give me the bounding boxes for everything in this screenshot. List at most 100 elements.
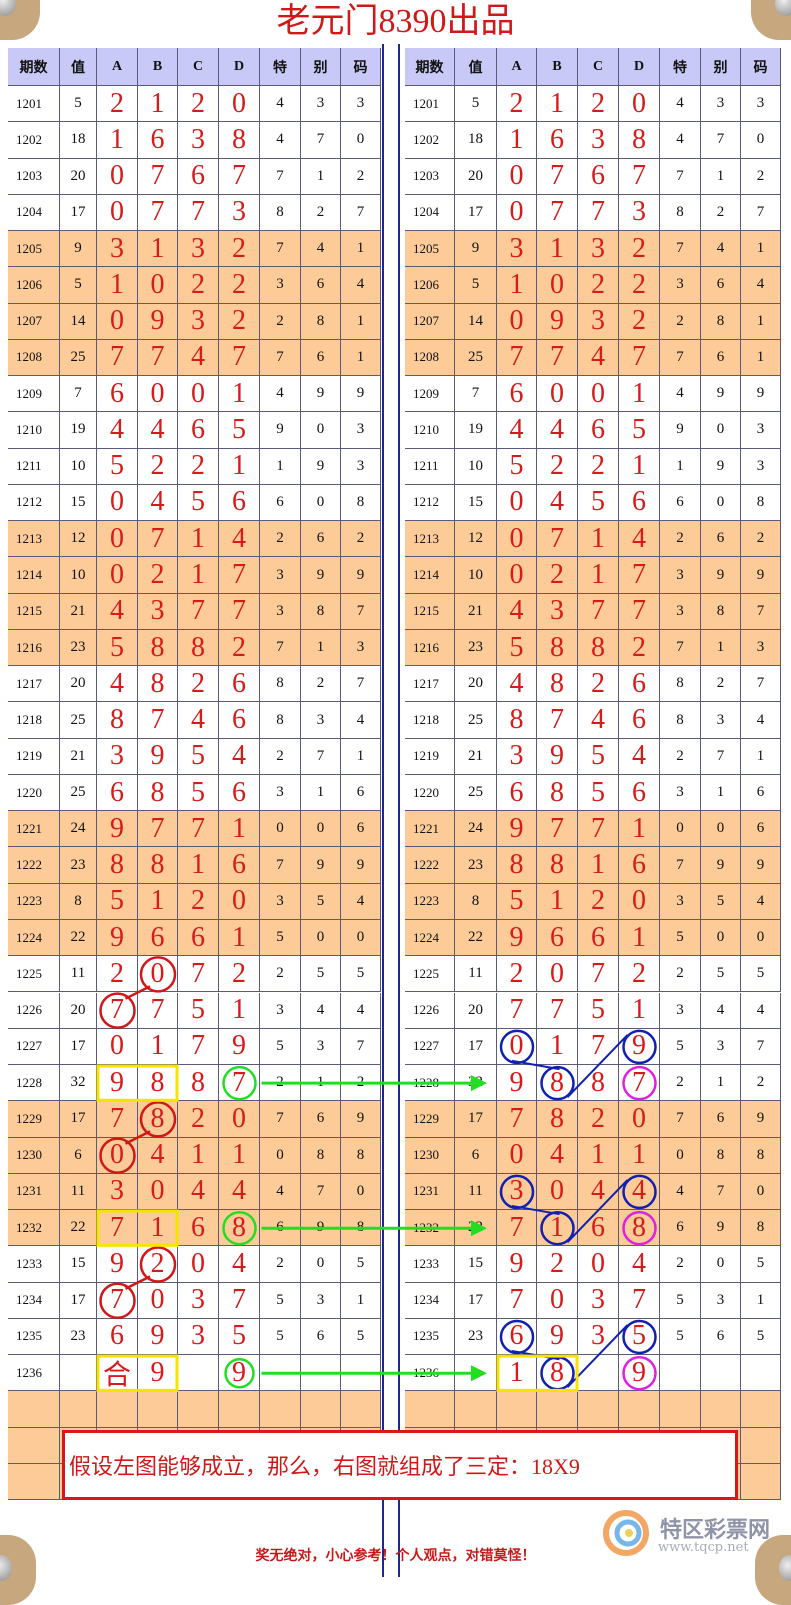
value-cell: 8 — [701, 1137, 741, 1174]
value-cell: 11 — [60, 1173, 97, 1211]
period-cell: 1217 — [8, 666, 60, 703]
value-cell: 12 — [60, 521, 97, 558]
value-cell: 7 — [660, 847, 701, 884]
value-cell: 1 — [219, 1137, 260, 1174]
value-cell: 6 — [178, 158, 219, 195]
value-cell: 3 — [341, 412, 381, 449]
value-cell: 2 — [660, 956, 701, 993]
value-cell: 1 — [97, 267, 138, 304]
value-cell: 9 — [497, 1065, 537, 1102]
period-cell: 1214 — [8, 557, 60, 594]
value-cell: 9 — [138, 1355, 178, 1392]
value-cell: 22 — [60, 919, 97, 957]
value-cell: 5 — [701, 883, 741, 920]
value-cell: 2 — [741, 158, 781, 195]
value-cell: 3 — [741, 412, 781, 449]
column-header: 值 — [455, 48, 497, 86]
empty-cell — [8, 1427, 60, 1464]
value-cell: 8 — [341, 484, 381, 522]
value-cell: 7 — [178, 811, 219, 848]
value-cell: 7 — [741, 1028, 781, 1065]
value-cell: 7 — [660, 339, 701, 377]
center-divider-left — [382, 44, 384, 1577]
empty-cell — [741, 1391, 781, 1428]
value-cell: 9 — [537, 1318, 578, 1356]
value-cell: 7 — [701, 122, 741, 159]
period-cell: 1210 — [8, 412, 60, 449]
column-header: 码 — [341, 48, 381, 86]
period-cell: 1203 — [8, 158, 60, 195]
value-cell: 2 — [578, 1101, 619, 1138]
value-cell: 3 — [97, 231, 138, 268]
period-cell: 1221 — [405, 811, 455, 848]
period-cell: 1230 — [405, 1137, 455, 1174]
value-cell: 1 — [701, 158, 741, 195]
value-cell: 0 — [578, 1246, 619, 1283]
period-cell: 1219 — [8, 738, 60, 775]
value-cell: 7 — [97, 1101, 138, 1138]
value-cell: 5 — [455, 267, 497, 304]
value-cell: 8 — [660, 666, 701, 703]
value-cell: 0 — [178, 376, 219, 413]
value-cell: 0 — [497, 557, 537, 594]
value-cell: 4 — [97, 666, 138, 703]
value-cell: 8 — [537, 666, 578, 703]
empty-cell — [619, 1391, 660, 1428]
value-cell: 7 — [578, 811, 619, 848]
value-cell: 0 — [97, 303, 138, 340]
period-cell: 1231 — [8, 1173, 60, 1211]
value-cell: 21 — [60, 593, 97, 630]
value-cell: 2 — [578, 267, 619, 304]
column-header: 期数 — [405, 48, 455, 86]
value-cell: 3 — [178, 122, 219, 159]
value-cell: 12 — [455, 521, 497, 558]
value-cell: 9 — [497, 1246, 537, 1283]
value-cell: 9 — [497, 919, 537, 957]
period-cell: 1223 — [405, 883, 455, 920]
value-cell: 7 — [219, 158, 260, 195]
value-cell: 2 — [219, 303, 260, 340]
value-cell: 5 — [660, 1282, 701, 1319]
value-cell: 1 — [701, 629, 741, 667]
value-cell: 7 — [260, 231, 301, 268]
value-cell: 8 — [701, 303, 741, 340]
value-cell: 0 — [497, 303, 537, 340]
period-cell: 1236 — [405, 1355, 455, 1392]
value-cell: 17 — [60, 1028, 97, 1065]
value-cell: 4 — [660, 122, 701, 159]
value-cell: 0 — [341, 919, 381, 957]
period-cell: 1204 — [405, 194, 455, 232]
value-cell: 9 — [537, 303, 578, 340]
value-cell: 0 — [138, 956, 178, 993]
value-cell: 5 — [660, 1318, 701, 1356]
period-cell: 1212 — [405, 484, 455, 522]
value-cell: 6 — [341, 774, 381, 812]
period-cell: 1225 — [405, 956, 455, 993]
period-cell: 1206 — [8, 267, 60, 304]
value-cell: 6 — [701, 339, 741, 377]
value-cell: 9 — [219, 1355, 260, 1392]
value-cell: 21 — [60, 738, 97, 775]
empty-cell — [578, 1391, 619, 1428]
period-cell: 1218 — [8, 702, 60, 739]
value-cell: 3 — [341, 86, 381, 123]
value-cell: 1 — [301, 158, 341, 195]
value-cell: 5 — [497, 448, 537, 485]
period-cell: 1232 — [405, 1210, 455, 1247]
value-cell: 7 — [301, 122, 341, 159]
page-title: 老元门8390出品 — [276, 3, 515, 40]
value-cell: 0 — [97, 484, 138, 522]
value-cell: 8 — [537, 629, 578, 667]
value-cell: 24 — [455, 811, 497, 848]
value-cell: 4 — [701, 231, 741, 268]
value-cell: 2 — [178, 86, 219, 123]
value-cell: 8 — [497, 702, 537, 739]
watermark-logo-icon — [603, 1510, 649, 1556]
value-cell: 3 — [260, 267, 301, 304]
value-cell: 0 — [219, 883, 260, 920]
value-cell: 1 — [178, 1137, 219, 1174]
value-cell: 0 — [301, 811, 341, 848]
value-cell: 1 — [537, 231, 578, 268]
value-cell: 32 — [60, 1065, 97, 1102]
center-divider-right — [398, 44, 400, 1577]
